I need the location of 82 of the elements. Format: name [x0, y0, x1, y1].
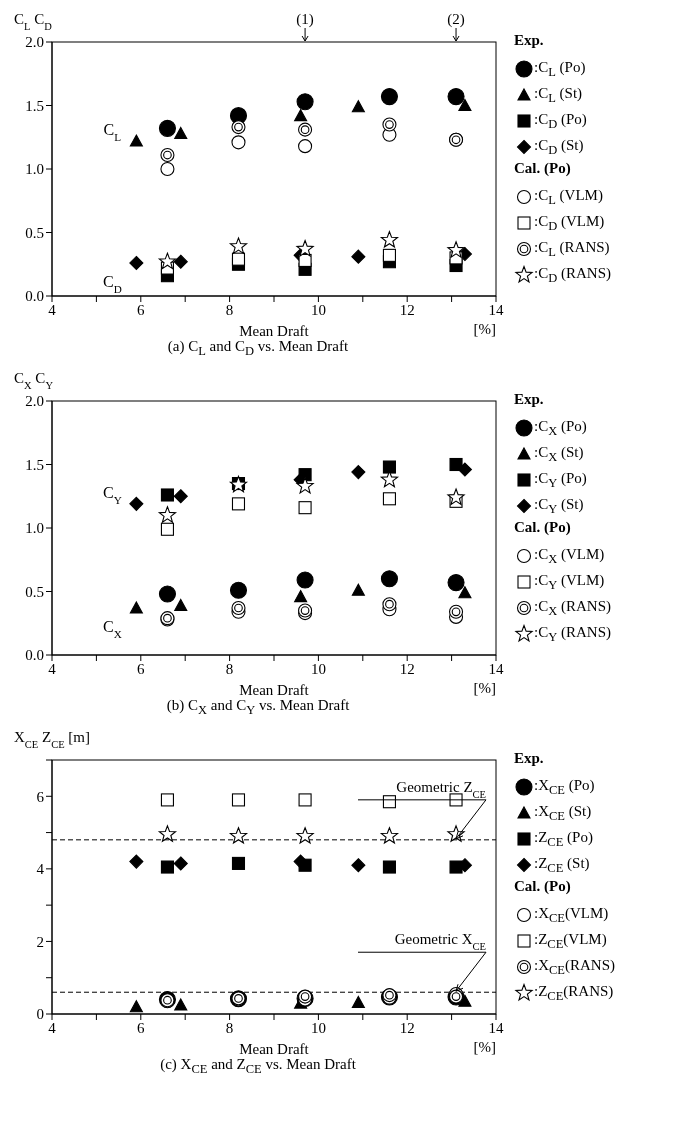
x-tick-label: 4 — [48, 301, 57, 318]
annotation: C$_{X}$ — [102, 618, 122, 641]
y-tick-label: 0 — [36, 1006, 44, 1023]
text: [%] — [473, 1039, 496, 1055]
legend-label: :Z$_{CE}$(VLM) — [534, 930, 607, 952]
legend-label: :X$_{CE}$(VLM) — [534, 904, 609, 926]
y-tick-label: 0.0 — [25, 647, 44, 664]
x-tick-label: 4 — [48, 660, 57, 677]
y-tick-label: 4 — [36, 861, 45, 878]
legend-title: Exp. — [514, 32, 545, 50]
text: (1) — [296, 11, 314, 28]
x-tick-label: 14 — [488, 1019, 504, 1036]
y-tick-label: 2.0 — [25, 393, 44, 410]
x-axis-title: Mean Draft — [239, 1041, 310, 1057]
legend-label: :C$_{X}$ (RANS) — [534, 597, 611, 619]
legend-label: :C$_{L}$ (VLM) — [534, 186, 603, 208]
x-tick-label: 12 — [399, 301, 415, 318]
y-tick-label: 1.5 — [25, 456, 44, 473]
text: Cal. (Po) — [514, 878, 572, 896]
x-tick-label: 6 — [137, 1019, 146, 1036]
legend-label: :Z$_{CE}$ (St) — [534, 854, 590, 876]
text: (c) X$_{CE}$ and Z$_{CE}$ vs. Mean Draft — [159, 1056, 357, 1077]
legend-label: :C$_{X}$ (St) — [534, 443, 584, 465]
legend-label: :C$_{L}$ (St) — [534, 84, 583, 106]
x-tick-label: 4 — [48, 1019, 57, 1036]
annotation: C$_{D}$ — [102, 272, 122, 295]
x-tick-label: 12 — [399, 660, 415, 677]
legend-label: :C$_{Y}$ (VLM) — [534, 571, 605, 593]
legend-label: :Z$_{CE}$(RANS) — [534, 982, 614, 1004]
x-tick-label: 8 — [225, 1019, 234, 1036]
x-tick-label: 14 — [488, 301, 504, 318]
ref-line-label: Geometric X$_{CE}$ — [394, 931, 486, 952]
text: (b) C$_{X}$ and C$_{Y}$ vs. Mean Draft — [165, 697, 351, 718]
legend-label: :C$_{X}$ (Po) — [534, 417, 587, 439]
annotation: C$_{Y}$ — [102, 483, 122, 506]
y-tick-label: 2 — [36, 933, 44, 950]
x-tick-label: 8 — [225, 660, 234, 677]
x-tick-label: 8 — [225, 301, 234, 318]
legend-label: :C$_{D}$ (VLM) — [534, 212, 605, 234]
legend-label: :X$_{CE}$(RANS) — [534, 956, 615, 978]
x-tick-label: 6 — [137, 301, 146, 318]
y-tick-label: 0.5 — [25, 224, 44, 241]
text: Cal. (Po) — [514, 519, 572, 537]
x-axis-title: Mean Draft — [239, 323, 310, 339]
legend-title: Exp. — [514, 391, 545, 409]
text: (a) C$_{L}$ and C$_{D}$ vs. Mean Draft — [166, 338, 350, 359]
y-tick-label: 6 — [36, 788, 45, 805]
x-tick-label: 12 — [399, 1019, 415, 1036]
y-axis-title: X$_{CE}$ Z$_{CE}$ [m] — [14, 729, 91, 750]
legend-label: :C$_{D}$ (Po) — [534, 110, 587, 132]
legend-label: :C$_{D}$ (RANS) — [534, 264, 611, 286]
y-tick-label: 0.5 — [25, 583, 44, 600]
legend-title: Exp. — [514, 750, 545, 768]
x-tick-label: 14 — [488, 660, 504, 677]
annotation: C$_{L}$ — [103, 121, 122, 144]
text: [%] — [473, 680, 496, 696]
legend-label: :C$_{L}$ (RANS) — [534, 238, 610, 260]
y-axis-title: C$_{L}$ C$_{D}$ — [14, 11, 53, 32]
legend-label: :C$_{X}$ (VLM) — [534, 545, 605, 567]
text: (2) — [447, 11, 465, 28]
ref-line-label: Geometric Z$_{CE}$ — [396, 778, 486, 800]
y-tick-label: 1.5 — [25, 97, 44, 114]
legend-label: :X$_{CE}$ (Po) — [534, 776, 595, 798]
legend-label: :C$_{Y}$ (RANS) — [534, 623, 611, 645]
x-tick-label: 10 — [310, 660, 326, 677]
y-tick-label: 2.0 — [25, 34, 44, 51]
y-tick-label: 1.0 — [25, 161, 44, 178]
text: [%] — [473, 321, 496, 337]
x-axis-title: Mean Draft — [239, 682, 310, 698]
legend-label: :X$_{CE}$ (St) — [534, 802, 592, 824]
y-tick-label: 1.0 — [25, 520, 44, 537]
legend-label: :C$_{D}$ (St) — [534, 136, 584, 158]
legend-label: :Z$_{CE}$ (Po) — [534, 828, 593, 850]
y-axis-title: C$_{X}$ C$_{Y}$ — [14, 370, 54, 391]
x-tick-label: 10 — [310, 1019, 326, 1036]
legend-label: :C$_{Y}$ (St) — [534, 495, 584, 517]
text: Cal. (Po) — [514, 160, 572, 178]
legend-label: :C$_{L}$ (Po) — [534, 58, 586, 80]
y-tick-label: 0.0 — [25, 288, 44, 305]
legend-label: :C$_{Y}$ (Po) — [534, 469, 587, 491]
x-tick-label: 10 — [310, 301, 326, 318]
x-tick-label: 6 — [137, 660, 146, 677]
